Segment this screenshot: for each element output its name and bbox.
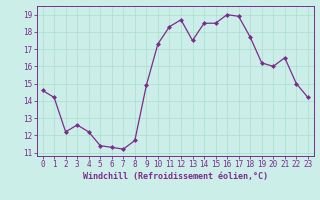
X-axis label: Windchill (Refroidissement éolien,°C): Windchill (Refroidissement éolien,°C) [83, 172, 268, 181]
